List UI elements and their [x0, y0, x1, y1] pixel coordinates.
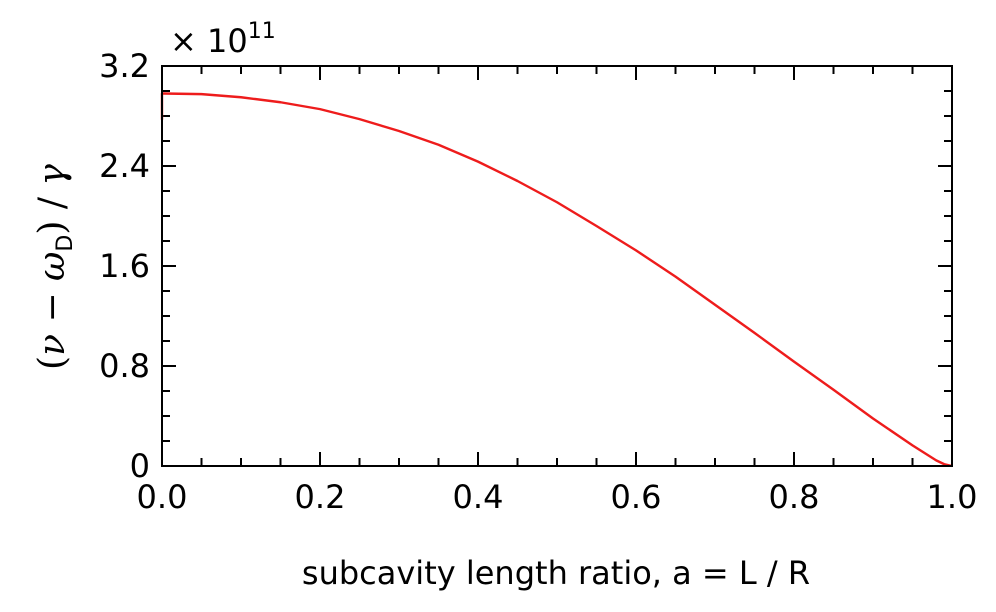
x-tick-label: 0.8 [769, 478, 820, 516]
y-axis-label: (ν − ωD) / γ [32, 164, 78, 370]
x-tick-label: 0.6 [611, 478, 662, 516]
x-tick-label: 0.0 [137, 478, 188, 516]
y-tick-label: 1.6 [99, 247, 150, 285]
y-multiplier: × 1011 [170, 19, 276, 60]
x-tick-label: 0.4 [453, 478, 504, 516]
x-axis-label: subcavity length ratio, a = L / R [302, 554, 810, 592]
x-tick-label: 1.0 [927, 478, 978, 516]
series-line [160, 92, 953, 468]
y-tick-label: 0.8 [99, 347, 150, 385]
x-tick-label: 0.2 [295, 478, 346, 516]
y-tick-label: 3.2 [99, 47, 150, 85]
y-tick-label: 0 [130, 447, 150, 485]
y-tick-label: 2.4 [99, 147, 150, 185]
plot-frame [161, 65, 953, 467]
y-multiplier-base: × 10 [170, 22, 248, 60]
y-multiplier-exponent: 11 [248, 19, 276, 44]
